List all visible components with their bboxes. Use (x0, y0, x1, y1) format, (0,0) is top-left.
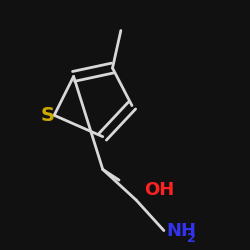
Text: OH: OH (144, 181, 175, 199)
Text: S: S (40, 106, 54, 125)
Text: 2: 2 (188, 232, 196, 245)
Text: NH: NH (167, 222, 197, 240)
